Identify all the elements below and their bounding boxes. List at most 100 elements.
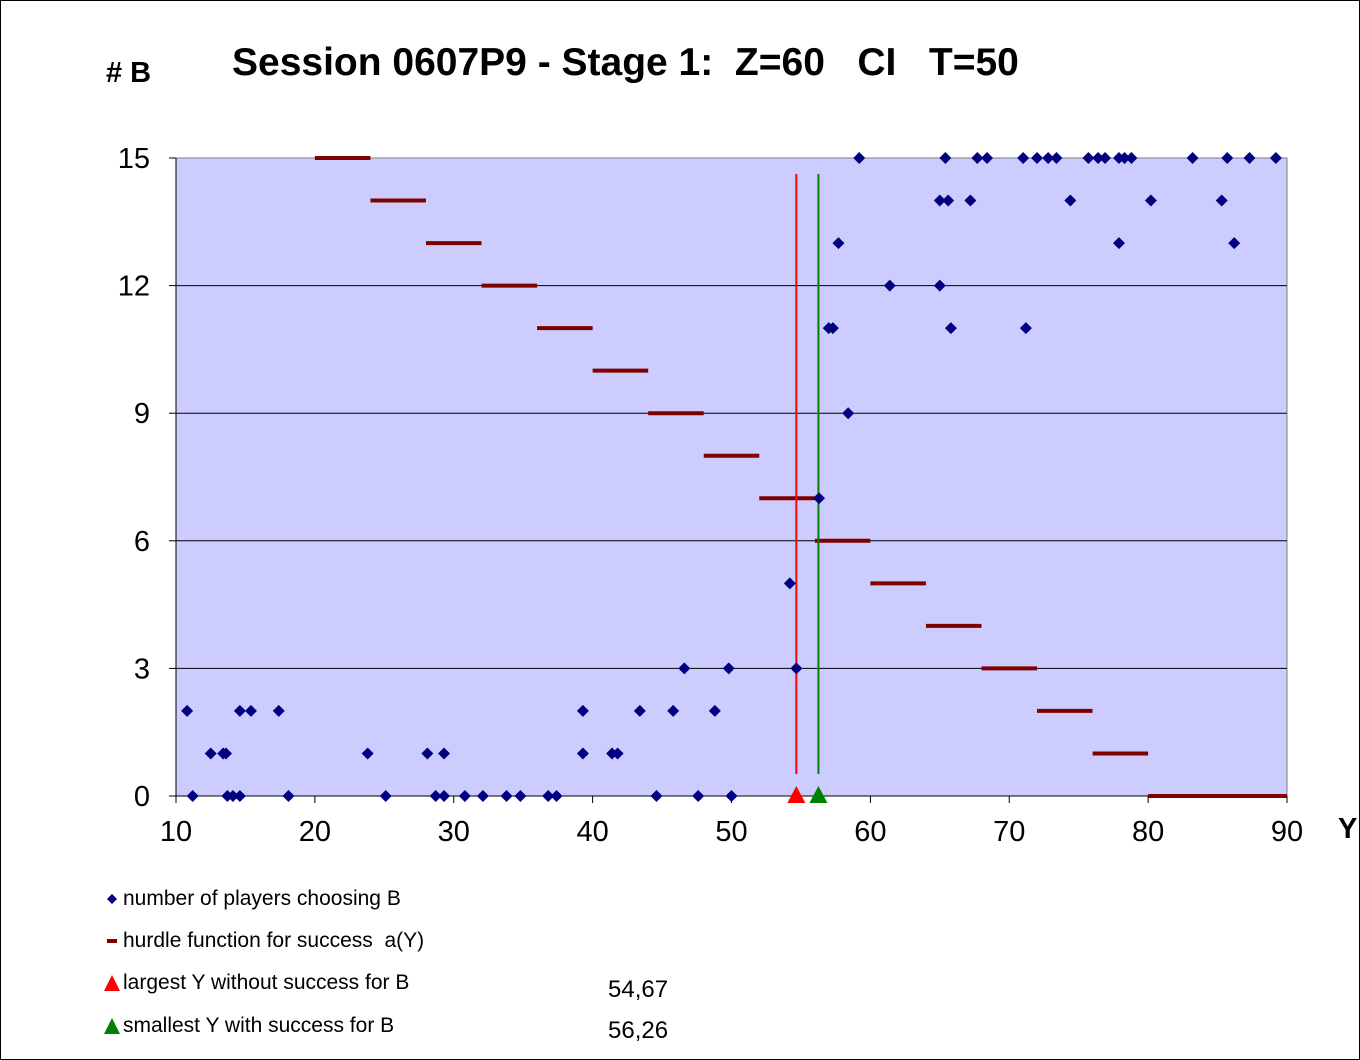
data-point <box>1064 194 1077 207</box>
y-tick-label: 12 <box>118 271 150 303</box>
data-point <box>429 790 442 802</box>
data-point <box>611 747 624 760</box>
data-point <box>1144 194 1157 207</box>
x-tick-label: 60 <box>854 816 886 848</box>
data-point <box>233 790 246 802</box>
data-point <box>1228 237 1241 250</box>
data-point <box>939 152 952 164</box>
data-point <box>1215 194 1228 207</box>
largest-y-marker <box>787 786 806 803</box>
data-point <box>692 790 705 802</box>
data-point <box>1118 152 1131 164</box>
data-point <box>421 747 434 760</box>
data-point <box>1269 152 1282 164</box>
diamond-icon <box>107 894 117 904</box>
legend-item-hurdle: hurdle function for success a(Y) <box>101 927 424 955</box>
data-point <box>853 152 866 164</box>
x-tick-label: 80 <box>1132 816 1164 848</box>
y-axis-label: # B <box>106 57 151 89</box>
data-point <box>542 790 555 802</box>
data-point <box>576 747 589 760</box>
data-point <box>500 790 513 802</box>
data-point <box>361 747 374 760</box>
data-point <box>1243 152 1256 164</box>
data-point <box>708 704 721 717</box>
y-tick-labels: 0 3 6 9 12 15 <box>118 143 150 813</box>
x-tick-label: 40 <box>576 816 608 848</box>
data-point <box>379 790 392 802</box>
data-point <box>576 704 589 717</box>
data-point <box>826 322 839 335</box>
data-point <box>514 790 527 802</box>
green-triangle-icon <box>104 1018 120 1034</box>
data-point <box>244 704 257 717</box>
data-point <box>933 279 946 292</box>
data-point <box>550 790 563 802</box>
x-tick-label: 10 <box>160 816 192 848</box>
data-point <box>678 662 691 675</box>
data-point <box>832 237 845 250</box>
data-point <box>633 704 646 717</box>
y-tick-label: 15 <box>118 143 150 175</box>
data-point <box>233 704 246 717</box>
data-point <box>725 790 738 802</box>
data-point <box>1019 322 1032 335</box>
data-point <box>1125 152 1138 164</box>
data-point <box>883 279 896 292</box>
data-point <box>783 577 796 590</box>
data-point <box>1186 152 1199 164</box>
dash-icon <box>107 939 117 943</box>
data-point <box>181 704 194 717</box>
data-point <box>226 790 239 802</box>
x-tick-label: 70 <box>993 816 1025 848</box>
players-series <box>181 152 1282 802</box>
data-point <box>1099 152 1112 164</box>
plot-area <box>175 157 1288 797</box>
x-tick-label: 20 <box>299 816 331 848</box>
data-point <box>438 790 451 802</box>
legend-label-hurdle: hurdle function for success a(Y) <box>123 929 425 952</box>
y-tick-label: 9 <box>134 398 150 430</box>
data-point <box>1112 237 1125 250</box>
data-point <box>1042 152 1055 164</box>
data-point <box>1082 152 1095 164</box>
data-point <box>1017 152 1030 164</box>
data-point <box>1221 152 1234 164</box>
data-point <box>458 790 471 802</box>
smallest-y-marker <box>809 786 828 803</box>
data-point <box>971 152 984 164</box>
data-point <box>812 492 825 505</box>
data-point <box>790 662 803 675</box>
legend-item-smallest: smallest Y with success for B <box>101 1012 394 1040</box>
legend-label-players: number of players choosing B <box>123 887 401 910</box>
legend-item-players: number of players choosing B <box>101 885 401 913</box>
x-tick-label: 30 <box>438 816 470 848</box>
data-point <box>981 152 994 164</box>
data-point <box>282 790 295 802</box>
data-point <box>650 790 663 802</box>
x-tick-label: 90 <box>1271 816 1303 848</box>
data-point <box>944 322 957 335</box>
data-point <box>964 194 977 207</box>
data-point <box>1050 152 1063 164</box>
x-axis-label: Y <box>1338 813 1357 845</box>
data-point <box>219 747 232 760</box>
legend-label-largest: largest Y without success for B <box>123 971 410 994</box>
smallest-y-value: 56,26 <box>608 1017 669 1044</box>
data-point <box>942 194 955 207</box>
y-tick-label: 0 <box>134 781 150 813</box>
x-tick-labels: 10 20 30 40 50 60 70 80 90 <box>160 816 1303 848</box>
x-tick-label: 50 <box>715 816 747 848</box>
chart-title: Session 0607P9 - Stage 1: Z=60 CI T=50 <box>232 41 1019 84</box>
legend-label-smallest: smallest Y with success for B <box>123 1014 395 1037</box>
data-point <box>722 662 735 675</box>
largest-y-value: 54,67 <box>608 976 669 1003</box>
data-point <box>1031 152 1044 164</box>
data-point <box>476 790 489 802</box>
data-point <box>842 407 855 420</box>
data-point <box>667 704 680 717</box>
data-point <box>204 747 217 760</box>
data-point <box>933 194 946 207</box>
y-tick-label: 6 <box>134 526 150 558</box>
